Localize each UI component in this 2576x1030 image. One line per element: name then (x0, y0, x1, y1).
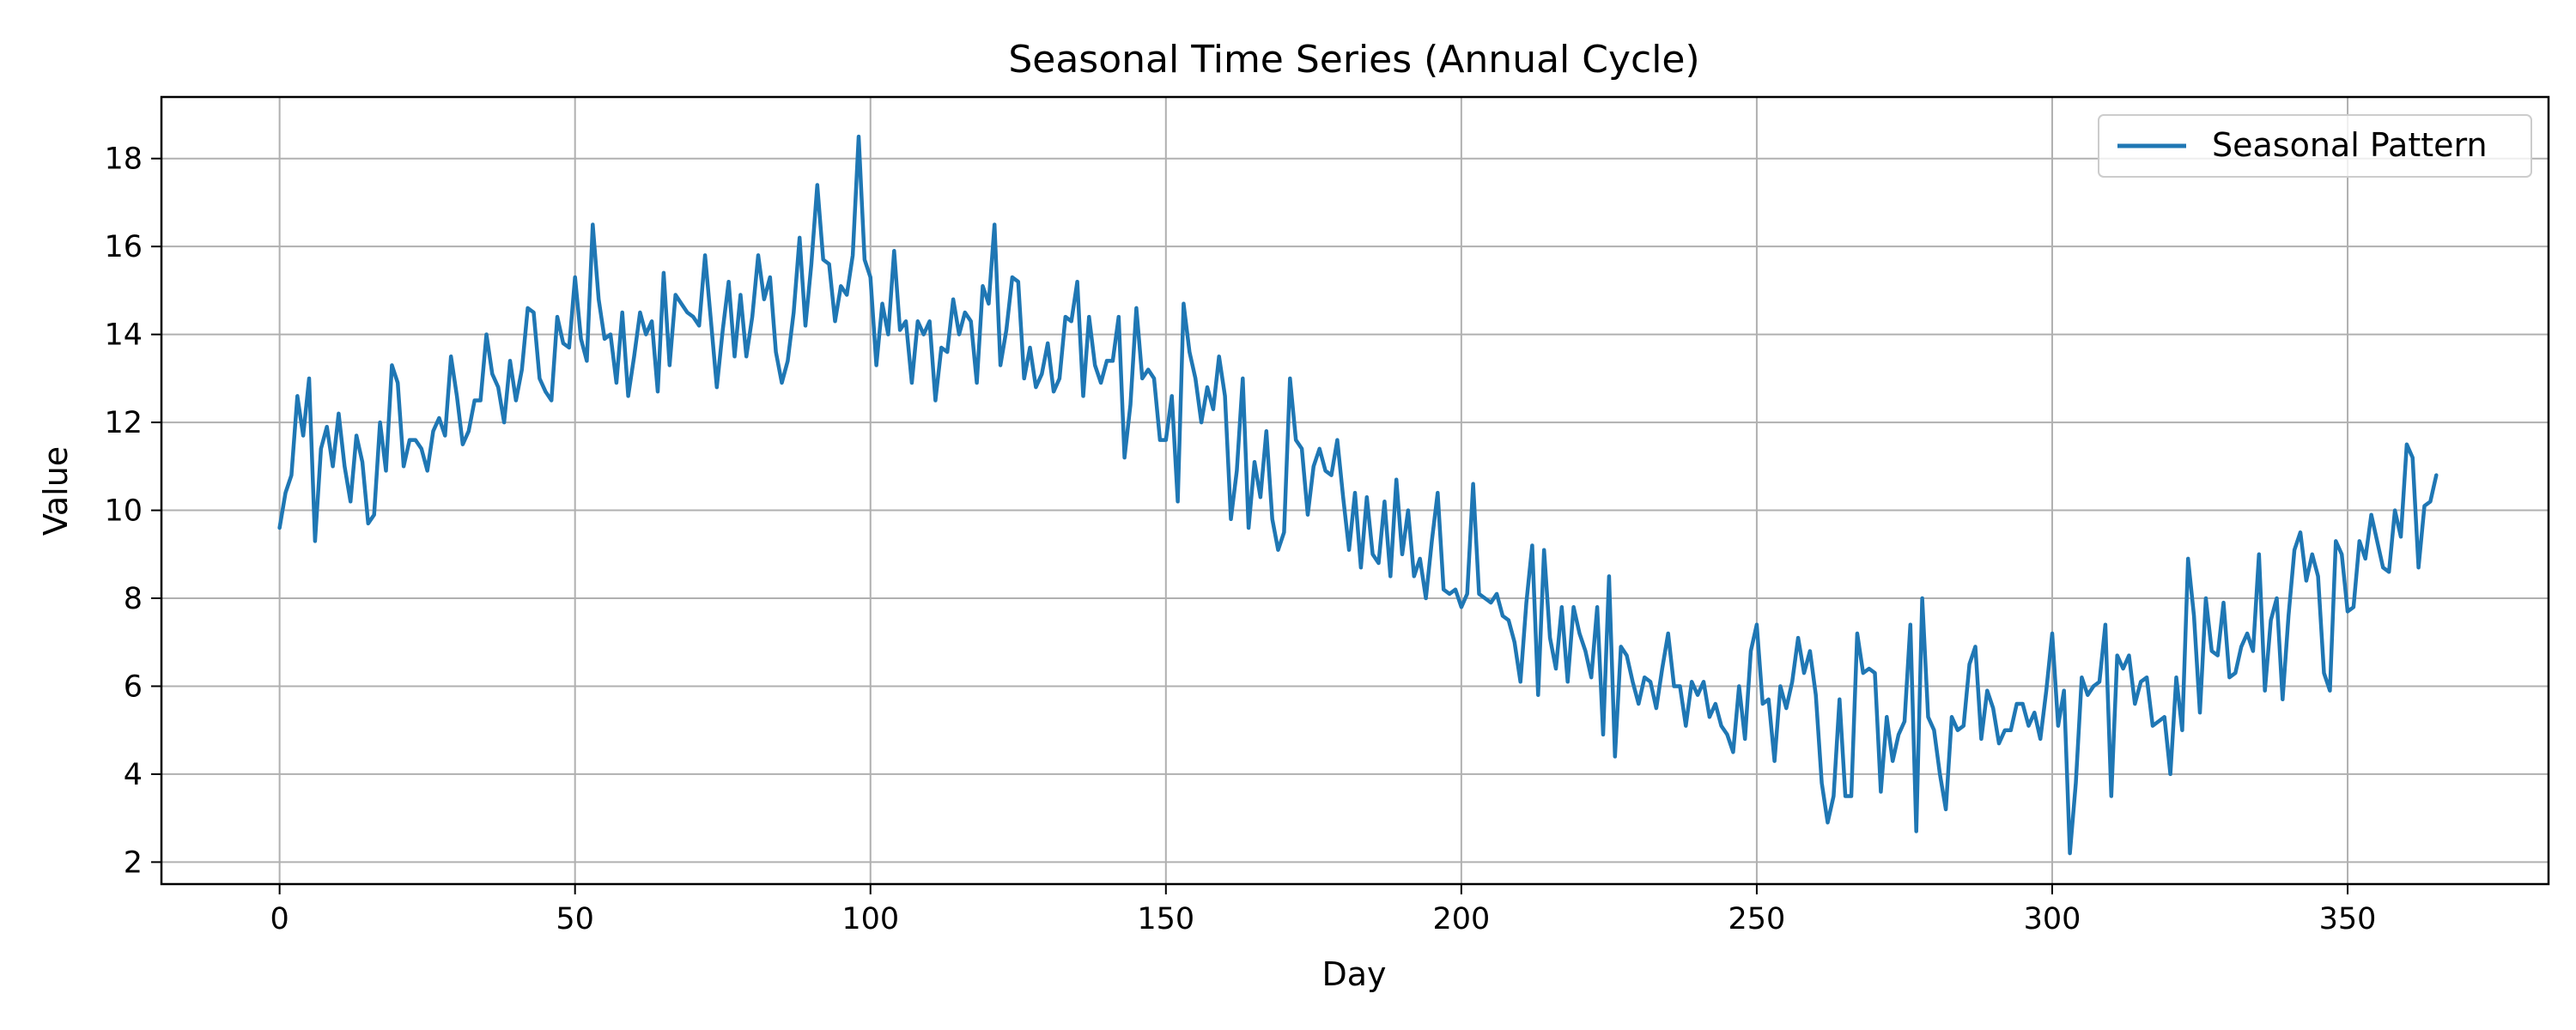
x-tick-label: 300 (2024, 902, 2081, 936)
y-tick-label: 6 (124, 670, 143, 704)
x-axis-ticks: 0 50 100 150 200 250 300 350 (270, 884, 2376, 936)
y-tick-label: 16 (104, 230, 143, 264)
x-axis-label: Day (1321, 955, 1386, 993)
x-tick-label: 200 (1432, 902, 1490, 936)
y-tick-label: 18 (104, 142, 143, 177)
y-tick-label: 4 (124, 758, 143, 792)
y-tick-label: 2 (124, 845, 143, 880)
plot-frame (160, 95, 2550, 886)
y-tick-label: 14 (104, 318, 143, 353)
x-tick-label: 350 (2319, 902, 2377, 936)
grid-lines (161, 97, 2549, 884)
y-tick-label: 12 (104, 406, 143, 440)
x-tick-label: 0 (270, 902, 289, 936)
y-tick-label: 8 (124, 582, 143, 616)
x-tick-label: 100 (841, 902, 899, 936)
series-layer (277, 134, 2439, 856)
y-tick-label: 10 (104, 494, 143, 529)
x-tick-label: 150 (1137, 902, 1194, 936)
legend-label: Seasonal Pattern (2212, 126, 2488, 164)
chart-title: Seasonal Time Series (Annual Cycle) (1008, 38, 1699, 82)
x-tick-label: 50 (556, 902, 594, 936)
legend-box (2098, 114, 2532, 178)
y-axis-ticks: 2 4 6 8 10 12 14 16 18 (104, 142, 161, 880)
series-line-0 (277, 134, 2439, 856)
legend: Seasonal Pattern (2098, 114, 2532, 178)
y-axis-label: Value (37, 446, 75, 536)
x-tick-label: 250 (1728, 902, 1786, 936)
